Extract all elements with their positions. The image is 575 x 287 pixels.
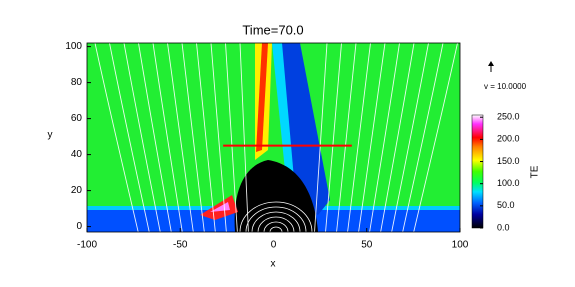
y-tick-label: 80 [71,77,83,88]
streamline [347,43,371,232]
field [87,43,460,232]
streamline [123,43,161,232]
colorbar-tick-label: 0.0 [497,222,510,232]
streamline [358,43,386,232]
streamline [152,43,183,232]
streamline [94,43,139,232]
field-magenta-blob [210,202,230,212]
streamline [336,43,357,232]
y-tick-label: 20 [71,185,83,196]
x-axis-label: x [271,259,276,270]
streamline [181,43,205,232]
field-red-plume [256,43,268,152]
colorbar-tick-label: 100.0 [497,178,520,188]
field-loop [257,216,295,232]
y-tick-label: 40 [71,149,83,160]
vector-legend-arrowhead [488,61,494,66]
colorbar-tick-label: 200.0 [497,134,520,144]
streamline [413,43,458,232]
field-loop [245,206,307,232]
y-axis-label: y [48,130,53,141]
streamline [196,43,216,232]
field-loop [269,226,283,232]
y-tick-label: 100 [65,41,82,52]
field-loop [263,221,289,232]
streamline [138,43,172,232]
streamline [239,43,249,232]
field-loop [239,201,313,232]
x-tick-label: 0 [271,240,277,251]
colorbar [471,114,484,229]
chart-title: Time=70.0 [242,22,303,37]
x-tick-label: 50 [361,240,373,251]
streamline [109,43,150,232]
streamline [402,43,444,232]
colorbar-tick-label: 50.0 [497,200,515,210]
y-tick-label: 0 [76,221,82,232]
streamline [325,43,342,232]
x-tick-label: 100 [452,240,469,251]
colorbar-tick-label: 150.0 [497,156,520,166]
streamline [225,43,238,232]
streamline [369,43,400,232]
x-tick-label: -100 [77,240,97,251]
streamline [380,43,415,232]
colorbar-tick-label: 250.0 [497,112,520,122]
field-loop [251,211,301,232]
vector-legend-label: v = 10.0000 [484,82,527,91]
streamline [167,43,194,232]
field-cyan-plume [272,43,295,200]
y-tick-label: 60 [71,113,83,124]
streamlines [94,43,458,232]
streamline [391,43,429,232]
x-tick-label: -50 [173,240,188,251]
streamline [314,43,328,232]
streamline [210,43,227,232]
colorbar-label: TE [530,165,541,178]
